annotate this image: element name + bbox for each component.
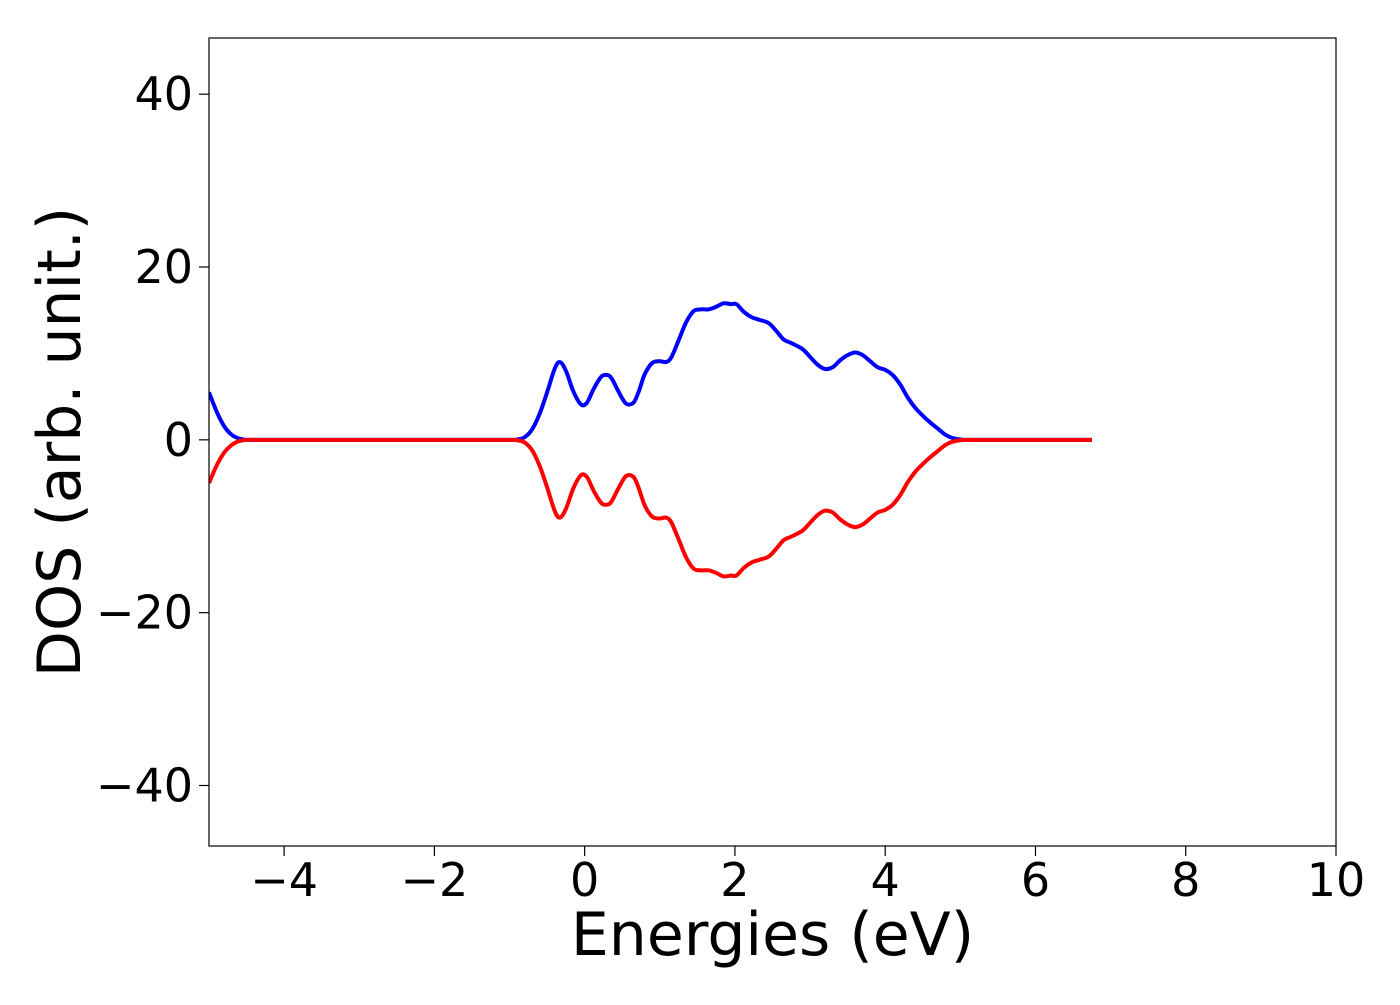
x-axis-title: Energies (eV): [571, 900, 974, 970]
y-axis-title: DOS (arb. unit.): [25, 207, 95, 677]
x-tick-label: 10: [1307, 853, 1366, 907]
y-axis-ticks: −40 −20 0 20 40: [96, 67, 209, 813]
x-tick-label: 8: [1171, 853, 1200, 907]
y-tick-label: 0: [164, 413, 193, 467]
dos-series-line-2: [209, 437, 1092, 579]
x-tick-label: −4: [250, 853, 318, 907]
y-tick-label: −40: [96, 759, 193, 813]
x-tick-label: 2: [720, 853, 749, 907]
x-tick-label: 0: [570, 853, 599, 907]
x-axis-ticks: −4 −2 0 2 4 6 8 10: [250, 846, 1365, 907]
series-layer: [209, 301, 1092, 579]
y-tick-label: −20: [96, 586, 193, 640]
dos-series-line-1: [209, 301, 1092, 442]
y-tick-label: 40: [134, 67, 193, 121]
x-tick-label: 4: [871, 853, 900, 907]
y-tick-label: 20: [134, 240, 193, 294]
plot-frame: [208, 37, 1337, 847]
x-tick-label: −2: [400, 853, 468, 907]
x-tick-label: 6: [1021, 853, 1050, 907]
